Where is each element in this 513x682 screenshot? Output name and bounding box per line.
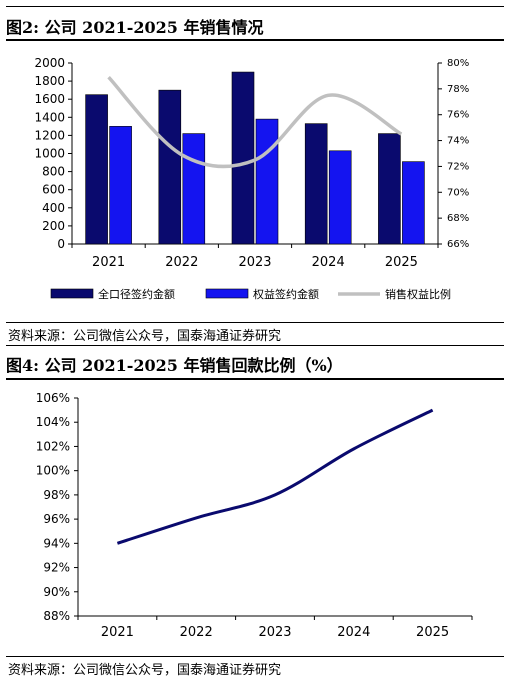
figure4-top-rule (6, 345, 504, 346)
figure2-title: 图2: 公司 2021-2025 年销售情况 (6, 18, 264, 37)
y-tick-label: 96% (43, 512, 70, 526)
figure2-ratio-line (107, 76, 403, 169)
legend-total-signing-swatch (50, 288, 94, 299)
left-tick-label: 1200 (34, 128, 65, 142)
figure4-collection-line (116, 408, 434, 545)
right-tick-label: 70% (447, 187, 469, 198)
figure2-bars (85, 71, 425, 245)
legend-equity-signing-label: 权益签约金额 (253, 287, 319, 301)
right-tick-label: 68% (447, 213, 469, 224)
figure4-axes: 88% 90% 92% 94% 96% 98% 100% 102% 104% 106% 2021 20… (36, 391, 473, 640)
x-tick-label: 2025 (416, 625, 449, 640)
y-tick-label: 100% (36, 464, 70, 478)
left-tick-label: 1400 (34, 110, 65, 124)
bar-total-signing (158, 89, 182, 245)
bar-equity-signing (182, 133, 206, 245)
right-tick-label: 66% (447, 239, 469, 250)
left-tick-label: 0 (57, 237, 65, 251)
right-tick-label: 72% (447, 161, 469, 172)
y-tick-label: 88% (43, 609, 70, 623)
left-tick-label: 800 (42, 165, 65, 179)
figure2-axes: 0 200 400 600 800 1000 1200 1400 1600 1800 2000 66%… (34, 56, 469, 270)
legend-equity-signing-swatch (205, 288, 249, 299)
right-tick-label: 76% (447, 110, 469, 121)
left-tick-label: 1600 (34, 92, 65, 106)
y-tick-label: 104% (36, 415, 70, 429)
y-tick-label: 98% (43, 488, 70, 502)
x-tick-label: 2022 (180, 625, 213, 640)
bar-equity-signing (109, 126, 132, 245)
left-tick-label: 2000 (34, 56, 65, 70)
legend-equity-ratio-label: 销售权益比例 (385, 287, 451, 301)
left-tick-label: 1800 (34, 74, 65, 88)
bar-equity-signing (255, 118, 279, 245)
figure4-source-rule (6, 656, 504, 657)
figure2-legend: 全口径签约金额 权益签约金额 销售权益比例 (50, 287, 451, 301)
x-tick-label: 2025 (385, 255, 418, 270)
y-tick-label: 102% (36, 439, 70, 453)
figure4-title: 图4: 公司 2021-2025 年销售回款比例（%） (6, 356, 343, 375)
left-tick-label: 600 (42, 183, 65, 197)
right-tick-label: 80% (447, 58, 469, 69)
figure2-source: 资料来源：公司微信公众号，国泰海通证券研究 (8, 329, 282, 344)
collection-ratio-line (116, 408, 434, 545)
x-tick-label: 2023 (258, 625, 291, 640)
y-tick-label: 92% (43, 561, 70, 575)
bar-equity-signing (328, 150, 352, 245)
figure4-source: 资料来源：公司微信公众号，国泰海通证券研究 (8, 663, 282, 678)
y-tick-label: 94% (43, 536, 70, 550)
right-tick-label: 78% (447, 84, 469, 95)
bar-total-signing (304, 123, 328, 245)
figure4-chart: 88% 90% 92% 94% 96% 98% 100% 102% 104% 106% 2021 20… (36, 391, 473, 640)
bar-equity-signing (402, 161, 425, 245)
figure2-title-rule (6, 39, 504, 41)
x-tick-label: 2021 (92, 255, 125, 270)
x-tick-label: 2021 (101, 625, 134, 640)
figure4-title-rule (6, 378, 504, 380)
x-tick-label: 2024 (312, 255, 345, 270)
bar-total-signing (85, 94, 108, 245)
y-tick-label: 90% (43, 585, 70, 599)
left-tick-label: 400 (42, 201, 65, 215)
left-tick-label: 200 (42, 219, 65, 233)
x-tick-label: 2022 (165, 255, 198, 270)
x-tick-label: 2024 (337, 625, 370, 640)
bar-total-signing (231, 71, 255, 245)
right-tick-label: 74% (447, 136, 469, 147)
y-tick-label: 106% (36, 391, 70, 405)
top-rule (6, 6, 504, 7)
bar-total-signing (378, 133, 401, 245)
figure2-chart: 0 200 400 600 800 1000 1200 1400 1600 1800 2000 66%… (34, 56, 469, 301)
equity-ratio-line (107, 76, 403, 169)
legend-total-signing-label: 全口径签约金额 (98, 287, 175, 301)
figure2-source-rule (6, 322, 504, 323)
left-tick-label: 1000 (34, 147, 65, 161)
x-tick-label: 2023 (238, 255, 271, 270)
